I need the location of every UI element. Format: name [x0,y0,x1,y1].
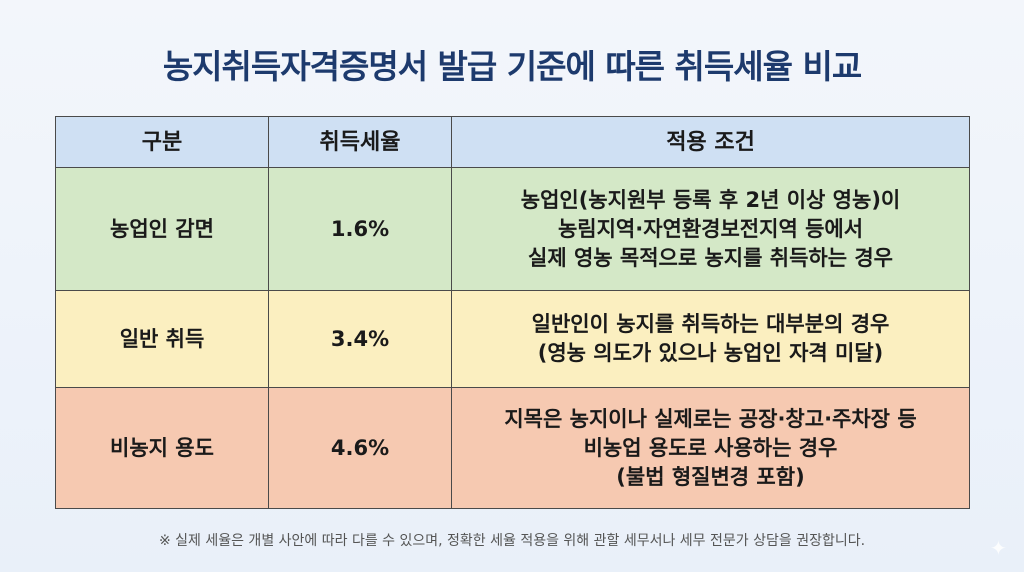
table-row: 일반 취득 3.4% 일반인이 농지를 취득하는 대부분의 경우 (영농 의도가… [55,290,970,388]
condition-line: 농업인(농지원부 등록 후 2년 이상 영농)이 [520,187,901,212]
condition-line: 실제 영농 목적으로 농지를 취득하는 경우 [528,245,893,270]
condition-line: 지목은 농지이나 실제로는 공장·창고·주차장 등 [504,406,917,431]
row-rate: 1.6% [268,167,452,291]
header-condition: 적용 조건 [451,116,970,168]
tax-rate-table: 구분 취득세율 적용 조건 농업인 감면 1.6% 농업인(농지원부 등록 후 … [55,116,970,509]
condition-line: (불법 형질변경 포함) [616,464,805,489]
header-category: 구분 [55,116,269,168]
row-condition: 지목은 농지이나 실제로는 공장·창고·주차장 등 비농업 용도로 사용하는 경… [451,387,970,509]
footnote: ※ 실제 세율은 개별 사안에 따라 다를 수 있으며, 정확한 세율 적용을 … [158,533,866,549]
row-category: 농업인 감면 [55,167,269,291]
table-row: 농업인 감면 1.6% 농업인(농지원부 등록 후 2년 이상 영농)이 농림지… [55,167,970,291]
row-rate: 4.6% [268,387,452,509]
condition-line: 농림지역·자연환경보전지역 등에서 [557,216,864,241]
condition-line: (영농 의도가 있으나 농업인 자격 미달) [537,341,884,365]
sparkle-icon: ✦ [990,536,1007,560]
row-rate: 3.4% [268,290,452,388]
row-category: 일반 취득 [55,290,269,388]
page-title: 농지취득자격증명서 발급 기준에 따른 취득세율 비교 [162,47,862,86]
header-rate: 취득세율 [268,116,452,168]
row-condition: 농업인(농지원부 등록 후 2년 이상 영농)이 농림지역·자연환경보전지역 등… [451,167,970,291]
row-condition: 일반인이 농지를 취득하는 대부분의 경우 (영농 의도가 있으나 농업인 자격… [451,290,970,388]
condition-line: 비농업 용도로 사용하는 경우 [583,435,838,460]
table-row: 비농지 용도 4.6% 지목은 농지이나 실제로는 공장·창고·주차장 등 비농… [55,387,970,509]
condition-line: 일반인이 농지를 취득하는 대부분의 경우 [531,312,890,336]
table-header-row: 구분 취득세율 적용 조건 [55,116,970,168]
row-category: 비농지 용도 [55,387,269,509]
